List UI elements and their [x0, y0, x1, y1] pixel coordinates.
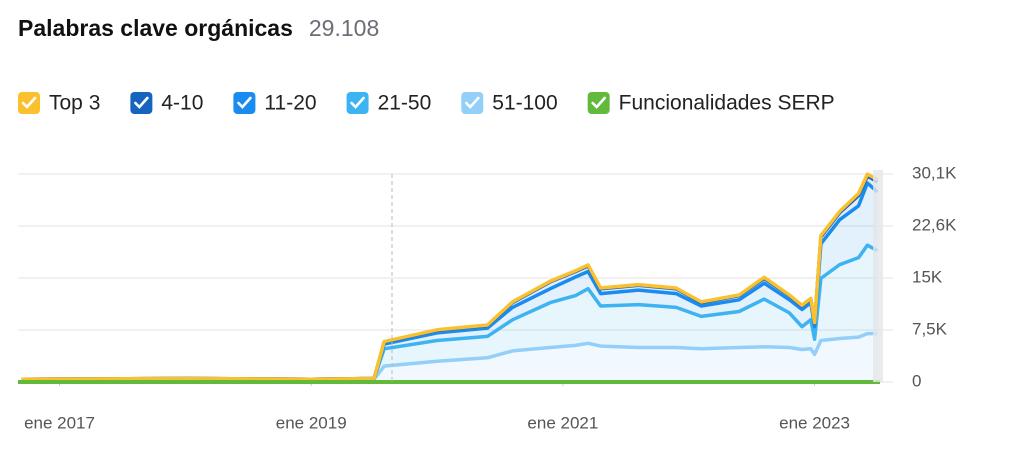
legend-check	[350, 96, 365, 109]
series-line	[21, 331, 878, 382]
plot-area: 0 7,5K 15K 22,6K 30,1K ene 2017 ene 2019 ene 20…	[18, 163, 957, 432]
legend-check	[21, 96, 37, 109]
chart-title: Palabras clave orgánicas	[18, 15, 293, 41]
legend-label: 4-10	[161, 92, 203, 115]
x-tick-label: ene 2017	[24, 413, 95, 432]
series-line	[21, 172, 879, 381]
legend-check	[134, 96, 149, 109]
legend-check	[237, 96, 252, 109]
x-tick-label: ene 2021	[527, 413, 598, 432]
y-tick-label: 22,6K	[912, 215, 957, 234]
legend-check	[464, 96, 480, 109]
legend: Top 3 4-10 11-20 21-50 51-100 Funcionalidades…	[18, 92, 835, 115]
x-tick-label: ene 2019	[276, 413, 347, 432]
series-area	[21, 333, 878, 382]
current-band	[873, 170, 883, 382]
y-tick-label: 30,1K	[912, 163, 957, 182]
legend-label: Funcionalidades SERP	[619, 92, 835, 115]
legend-label: 51-100	[492, 92, 557, 115]
legend-label: Top 3	[49, 92, 100, 115]
y-tick-label: 7,5K	[912, 319, 948, 338]
y-tick-label: 0	[912, 371, 921, 390]
legend-label: 11-20	[264, 92, 316, 115]
series-line	[21, 243, 879, 381]
y-tick-label: 15K	[912, 267, 943, 286]
total-value: 29.108	[309, 15, 379, 41]
legend-label: 21-50	[378, 92, 432, 115]
x-tick-label: ene 2023	[779, 413, 850, 432]
legend-check	[591, 96, 606, 109]
